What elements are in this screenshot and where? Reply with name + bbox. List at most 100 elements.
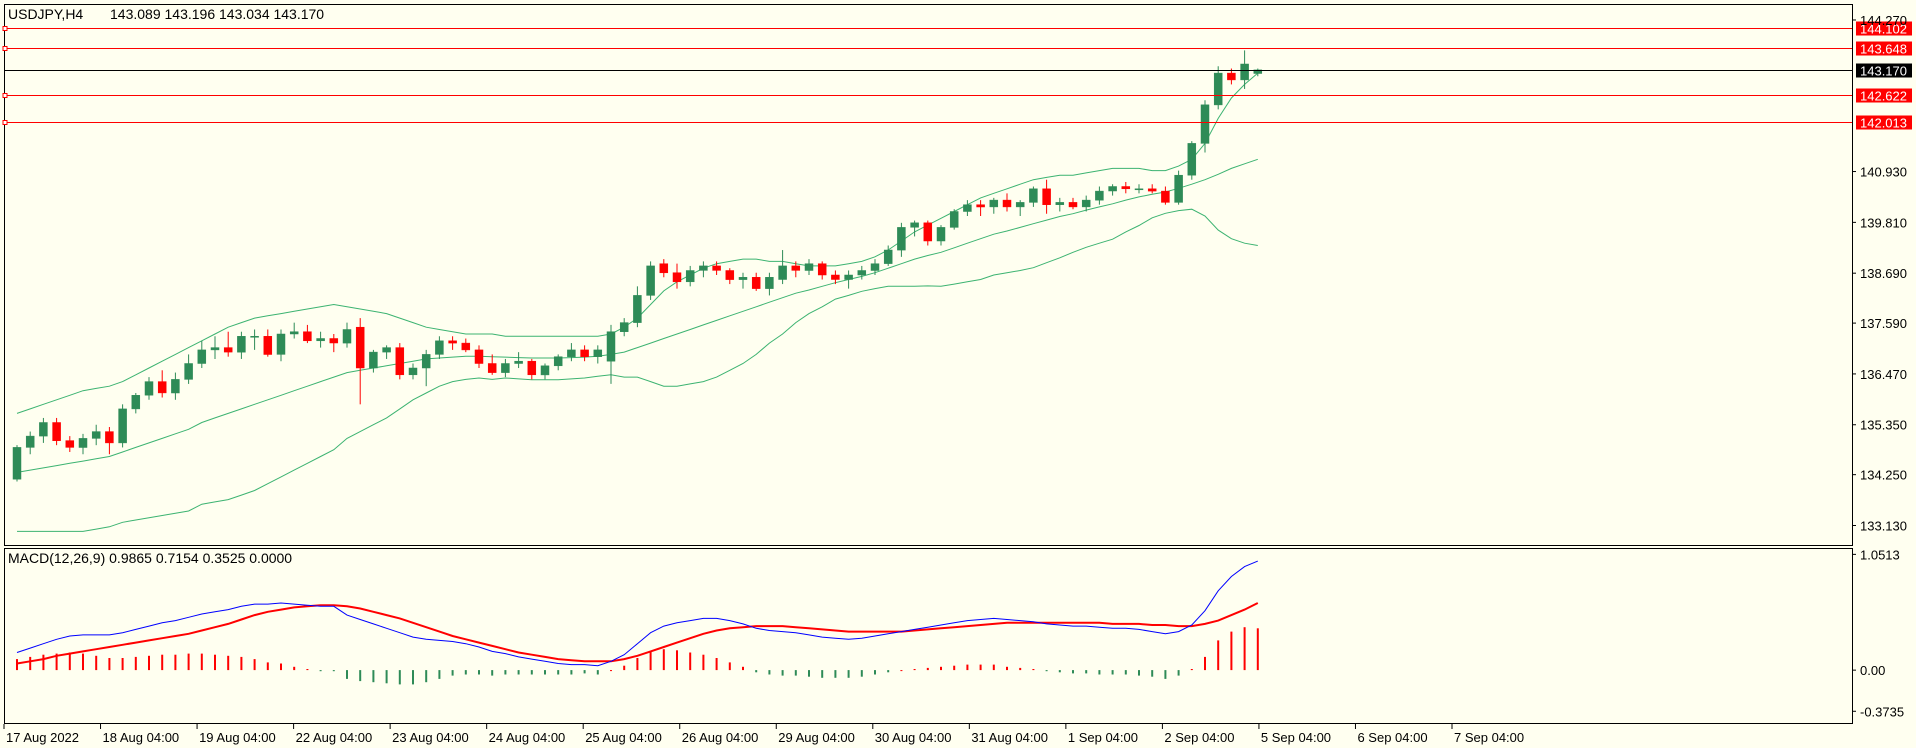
candle <box>685 265 695 287</box>
candle-body <box>461 342 471 351</box>
macd-histogram-bar <box>1019 667 1022 671</box>
macd-histogram-bar <box>530 670 533 675</box>
candle-body <box>949 211 959 228</box>
candle-body <box>1095 190 1104 201</box>
candle <box>712 261 721 275</box>
candle-body <box>342 329 352 344</box>
macd-tick-label: -0.3735 <box>1860 704 1904 719</box>
macd-label: MACD(12,26,9) 0.9865 0.7154 0.3525 0.000… <box>8 550 292 566</box>
candle-body <box>1055 202 1065 205</box>
macd-histogram-bar <box>412 670 414 685</box>
candle-body <box>369 351 378 369</box>
candle-body <box>1002 199 1012 208</box>
candle-body <box>567 349 576 357</box>
macd-histogram-bar <box>214 654 216 671</box>
macd-histogram-bar <box>280 663 282 671</box>
macd-histogram-bar <box>900 670 903 672</box>
candle-body <box>778 265 787 280</box>
level-tag <box>1856 115 1912 130</box>
level-tag <box>1856 21 1912 36</box>
candle-body <box>157 381 167 394</box>
candle-body <box>580 349 589 357</box>
candle <box>12 445 22 482</box>
time-tick-label: 31 Aug 04:00 <box>971 730 1048 745</box>
macd-histogram-bar <box>1256 628 1259 671</box>
candle <box>659 259 669 278</box>
candle-body <box>474 349 484 364</box>
bollinger-middle <box>16 158 1258 473</box>
candle-body <box>1174 174 1183 203</box>
horizontal-lines[interactable]: 144.102 143.648 142.622 142.013 143.170 <box>2 21 1912 131</box>
candle-body <box>250 336 259 338</box>
macd-histogram-bar <box>715 658 718 671</box>
time-tick-label: 19 Aug 04:00 <box>199 730 276 745</box>
macd-histogram-bar <box>1138 670 1140 676</box>
candle <box>1108 184 1117 196</box>
macd-histogram-bar <box>240 656 243 671</box>
macd-histogram-bar <box>742 666 744 671</box>
candle-body <box>923 222 933 242</box>
candle <box>342 322 352 348</box>
macd-histogram-bar <box>794 670 797 676</box>
candle <box>197 340 207 369</box>
candle <box>461 338 471 353</box>
macd-histogram-bar <box>148 655 150 671</box>
macd-main-line <box>16 560 1258 667</box>
candle <box>1227 68 1236 85</box>
candle-body <box>435 340 444 355</box>
candle-body <box>1068 202 1078 208</box>
time-tick-label: 6 Sep 04:00 <box>1357 730 1427 745</box>
candle <box>1134 184 1144 194</box>
macd-histogram-bar <box>689 652 692 671</box>
candle <box>118 404 127 448</box>
macd-histogram-bar <box>913 669 916 671</box>
candle <box>989 197 999 214</box>
candle-body <box>1227 72 1236 81</box>
candle-body <box>184 363 193 380</box>
candle-body <box>329 338 339 344</box>
macd-histogram-bar <box>1230 631 1233 671</box>
candle-body <box>263 336 273 355</box>
price-axis: 144.270 140.930 139.810 138.690 137.590 136.4… <box>1852 13 1907 533</box>
macd-histogram-bar <box>55 653 58 671</box>
level-handle[interactable] <box>2 120 8 125</box>
candle <box>39 417 48 443</box>
candle <box>619 318 629 337</box>
macd-histogram-bar <box>649 651 652 671</box>
candle <box>91 424 101 446</box>
candle <box>355 318 365 405</box>
level-tag-text: 143.648 <box>1860 42 1907 57</box>
candle-body <box>1187 143 1197 176</box>
candle <box>1200 100 1210 153</box>
candle <box>540 363 550 380</box>
candle-body <box>751 277 761 289</box>
candle <box>1029 186 1038 207</box>
candle <box>52 417 61 446</box>
level-handle[interactable] <box>2 46 8 51</box>
candle-body <box>553 356 563 367</box>
level-tag <box>1856 88 1912 103</box>
candle-body <box>963 204 972 212</box>
macd-tick-label: 0.00 <box>1860 663 1885 678</box>
macd-histogram-bar <box>517 670 520 675</box>
macd-histogram-bar <box>979 664 982 671</box>
level-handle[interactable] <box>2 26 8 31</box>
macd-histogram-bar <box>1190 669 1193 671</box>
candle-body <box>712 265 721 271</box>
current-price-tag <box>1856 63 1912 78</box>
candle <box>857 265 867 280</box>
price-tick-label: 137.590 <box>1860 316 1907 331</box>
macd-indicator <box>16 560 1259 685</box>
candle <box>1174 170 1183 205</box>
candle <box>1055 197 1065 212</box>
macd-histogram-bar <box>992 664 995 671</box>
candle-body <box>501 363 510 373</box>
candle-body <box>527 360 537 376</box>
level-handle[interactable] <box>2 93 8 98</box>
candle-body <box>883 249 893 264</box>
candle-body <box>144 381 154 396</box>
candle-body <box>725 270 735 280</box>
price-tick-label: 134.250 <box>1860 468 1907 483</box>
candle-body <box>1161 190 1170 203</box>
